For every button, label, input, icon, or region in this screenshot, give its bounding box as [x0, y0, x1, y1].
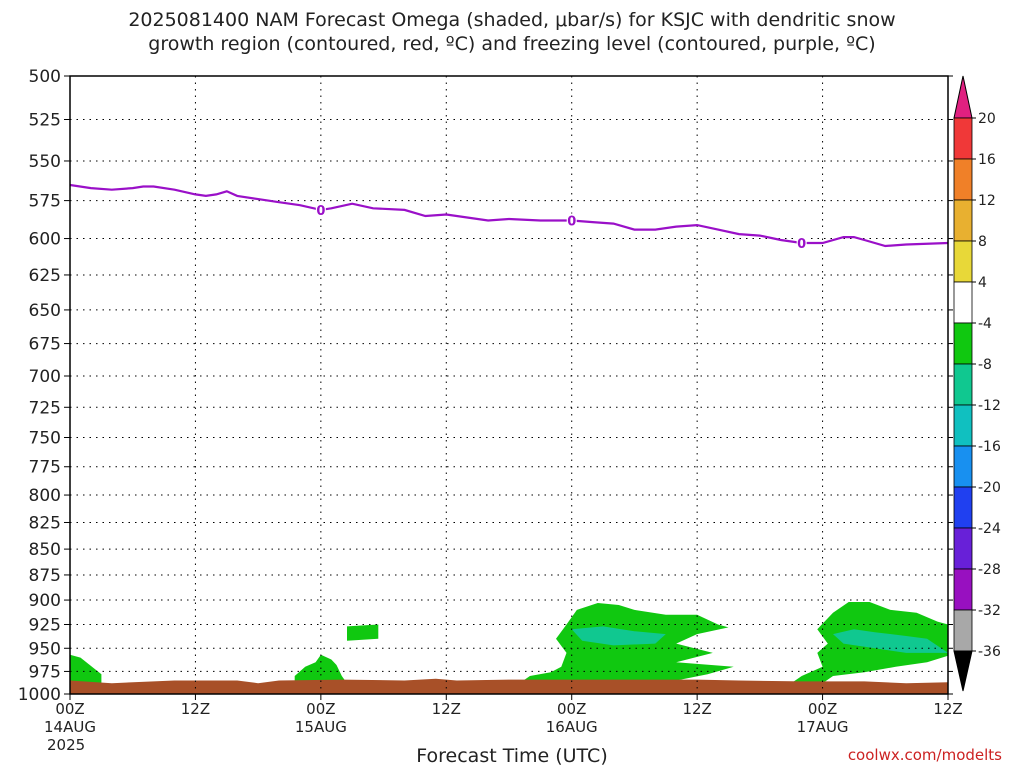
colorbar-swatch	[953, 568, 973, 611]
colorbar-swatch	[953, 117, 973, 160]
x-tick-label: 00Z	[808, 700, 837, 718]
y-tick-label: 825	[29, 513, 61, 533]
x-tick-label: 12Z	[181, 700, 210, 718]
freezing-level-label: 0	[567, 215, 576, 230]
x-tick-year-label: 2025	[47, 736, 85, 754]
y-tick-label: 850	[29, 540, 61, 560]
colorbar-swatch	[953, 199, 973, 242]
x-tick-label: 12Z	[682, 700, 711, 718]
colorbar-swatch	[953, 158, 973, 201]
y-tick-label: 775	[29, 458, 61, 478]
freezing-label-bg	[315, 202, 326, 217]
colorbar-label: 20	[978, 111, 996, 127]
y-tick-label: 950	[29, 639, 61, 659]
colorbar-label: 16	[978, 152, 996, 168]
colorbar-label: -4	[978, 316, 992, 332]
x-tick-date-label: 15AUG	[295, 718, 347, 736]
x-tick-label: 12Z	[432, 700, 461, 718]
y-tick-label: 575	[29, 192, 61, 212]
x-tick-label: 00Z	[306, 700, 335, 718]
freezing-label-bg	[796, 236, 807, 251]
colorbar-swatch	[953, 609, 973, 652]
colorbar-swatch	[953, 404, 973, 447]
colorbar-label: -8	[978, 357, 992, 373]
x-axis-title: Forecast Time (UTC)	[416, 745, 608, 767]
y-tick-label: 875	[29, 566, 61, 586]
omega-region	[833, 629, 948, 653]
colorbar-label: -20	[978, 480, 1001, 496]
colorbar-swatch	[953, 363, 973, 406]
freezing-label-bg	[566, 213, 577, 228]
y-tick-label: 525	[29, 111, 61, 131]
y-tick-label: 625	[29, 266, 61, 286]
y-tick-label: 675	[29, 335, 61, 355]
x-tick-date-label: 17AUG	[797, 718, 849, 736]
y-tick-label: 800	[29, 486, 61, 506]
x-tick-label: 12Z	[933, 700, 962, 718]
colorbar-swatch	[953, 322, 973, 365]
y-tick-label: 650	[29, 301, 61, 321]
omega-region	[70, 654, 102, 684]
colorbar-label: -16	[978, 439, 1001, 455]
y-tick-label: 1000	[18, 685, 61, 705]
colorbar-label: -32	[978, 603, 1001, 619]
colorbar-label: -12	[978, 398, 1001, 414]
x-tick-label: 00Z	[55, 700, 84, 718]
x-tick-date-label: 16AUG	[546, 718, 598, 736]
colorbar-swatch	[953, 445, 973, 488]
y-tick-label: 600	[29, 230, 61, 250]
y-tick-label: 500	[29, 67, 61, 87]
freezing-level-label: 0	[797, 237, 806, 252]
credit-link[interactable]: coolwx.com/modelts	[847, 746, 1002, 764]
freezing-level-label: 0	[316, 204, 325, 219]
y-tick-label: 750	[29, 429, 61, 449]
colorbar-swatch	[953, 486, 973, 529]
colorbar-label: 8	[978, 234, 987, 250]
colorbar-bottom-arrow	[953, 650, 973, 692]
plot-frame	[69, 75, 949, 695]
y-tick-label: 725	[29, 398, 61, 418]
chart-title-line-2: growth region (contoured, red, ºC) and f…	[148, 33, 876, 55]
colorbar-label: -24	[978, 521, 1001, 537]
y-tick-label: 925	[29, 615, 61, 635]
y-tick-label: 700	[29, 367, 61, 387]
y-tick-label: 975	[29, 662, 61, 682]
colorbar-swatch	[953, 240, 973, 283]
surface-terrain	[70, 678, 948, 694]
colorbar-label: 4	[978, 275, 987, 291]
colorbar-label: -36	[978, 644, 1001, 660]
y-tick-label: 900	[29, 591, 61, 611]
x-tick-date-label: 14AUG	[44, 718, 96, 736]
omega-region	[347, 624, 379, 641]
y-tick-label: 550	[29, 152, 61, 172]
colorbar-label: -28	[978, 562, 1001, 578]
freezing-level-line	[70, 183, 948, 248]
colorbar-swatch	[953, 527, 973, 570]
omega-region	[571, 626, 666, 646]
colorbar-swatch	[953, 281, 973, 324]
chart-title-line-1: 2025081400 NAM Forecast Omega (shaded, μ…	[128, 9, 896, 31]
x-tick-label: 00Z	[557, 700, 586, 718]
colorbar-top-arrow	[953, 75, 973, 119]
colorbar-label: 12	[978, 193, 996, 209]
